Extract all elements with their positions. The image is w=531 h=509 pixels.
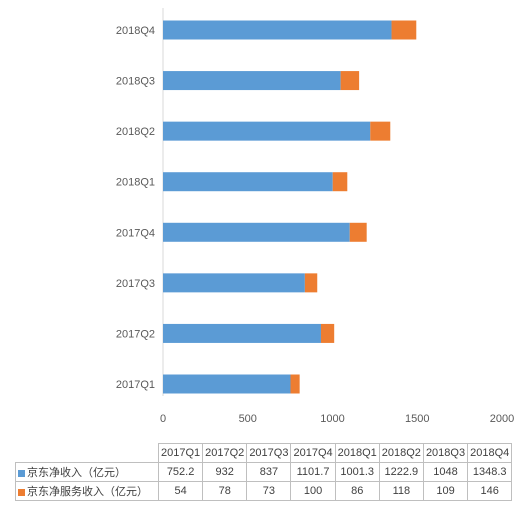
table-cell: 1048 xyxy=(422,462,469,482)
bar-net-service-revenue xyxy=(370,121,391,141)
table-header-cell: 2018Q3 xyxy=(422,443,469,463)
table-header-cell: 2017Q2 xyxy=(202,443,248,463)
bar-net-service-revenue xyxy=(340,71,360,91)
table-cell: 1001.3 xyxy=(334,462,380,482)
category-tick-label: 2018Q2 xyxy=(116,126,155,138)
x-tick-label: 2000 xyxy=(490,413,514,425)
legend-entry-net-service-revenue: 京东净服务收入（亿元） xyxy=(15,481,159,501)
table-cell: 118 xyxy=(378,481,424,501)
table-cell: 837 xyxy=(246,462,292,482)
table-row: 京东净服务收入（亿元） 54 78 73 100 86 118 109 146 xyxy=(15,481,513,501)
bar-net-revenue xyxy=(163,121,371,141)
table-cell: 78 xyxy=(202,481,248,501)
table-cell: 54 xyxy=(157,481,204,501)
bar-chart: 2017Q1 2017Q2 2017Q3 2017Q4 2018Q1 2018Q2 2018… xyxy=(116,8,514,425)
category-tick-label: 2017Q2 xyxy=(116,328,155,340)
table-cell: 73 xyxy=(246,481,292,501)
bar-net-revenue xyxy=(163,71,341,91)
category-tick-label: 2018Q4 xyxy=(116,25,155,37)
bar-net-revenue xyxy=(163,172,333,192)
table-header-cell: 2018Q4 xyxy=(467,443,513,463)
bar-net-revenue xyxy=(163,374,291,394)
table-header-cell: 2017Q4 xyxy=(290,443,336,463)
category-tick-label: 2017Q4 xyxy=(116,227,155,239)
table-corner xyxy=(15,443,159,463)
bar-net-service-revenue xyxy=(320,323,335,343)
table-cell: 752.2 xyxy=(157,462,204,482)
bar-net-revenue xyxy=(163,222,350,242)
x-tick-label: 1500 xyxy=(405,413,429,425)
legend-swatch-orange xyxy=(18,488,25,496)
table-header-cell: 2017Q3 xyxy=(246,443,292,463)
table-cell: 109 xyxy=(422,481,469,501)
bar-net-service-revenue xyxy=(349,222,367,242)
table-cell: 1348.3 xyxy=(467,462,513,482)
table-header-cell: 2017Q1 xyxy=(157,443,204,463)
category-tick-label: 2017Q1 xyxy=(116,379,155,391)
x-tick-label: 500 xyxy=(239,413,257,425)
bar-net-service-revenue xyxy=(304,273,318,293)
table-header-cell: 2018Q2 xyxy=(378,443,424,463)
table-header-row: 2017Q1 2017Q2 2017Q3 2017Q4 2018Q1 2018Q… xyxy=(15,443,513,463)
table-cell: 932 xyxy=(202,462,248,482)
category-tick-label: 2018Q1 xyxy=(116,177,155,189)
legend-label: 京东净收入（亿元） xyxy=(27,467,126,479)
table-header-cell: 2018Q1 xyxy=(334,443,380,463)
x-tick-label: 1000 xyxy=(320,413,344,425)
category-tick-label: 2017Q3 xyxy=(116,278,155,290)
legend-entry-net-revenue: 京东净收入（亿元） xyxy=(15,462,159,482)
category-tick-label: 2018Q3 xyxy=(116,76,155,88)
table-cell: 1101.7 xyxy=(290,462,336,482)
table-row: 京东净收入（亿元） 752.2 932 837 1101.7 1001.3 12… xyxy=(15,462,513,482)
table-cell: 1222.9 xyxy=(378,462,424,482)
bar-net-revenue xyxy=(163,20,392,40)
table-cell: 146 xyxy=(467,481,513,501)
bar-net-revenue xyxy=(163,323,321,343)
bar-net-service-revenue xyxy=(391,20,417,40)
bar-net-service-revenue xyxy=(290,374,300,394)
table-cell: 100 xyxy=(290,481,336,501)
bar-net-revenue xyxy=(163,273,305,293)
data-table: 2017Q1 2017Q2 2017Q3 2017Q4 2018Q1 2018Q… xyxy=(15,443,513,501)
legend-swatch-blue xyxy=(18,469,25,477)
x-tick-label: 0 xyxy=(160,413,166,425)
bar-net-service-revenue xyxy=(332,172,348,192)
legend-label: 京东净服务收入（亿元） xyxy=(27,486,148,498)
table-cell: 86 xyxy=(334,481,380,501)
